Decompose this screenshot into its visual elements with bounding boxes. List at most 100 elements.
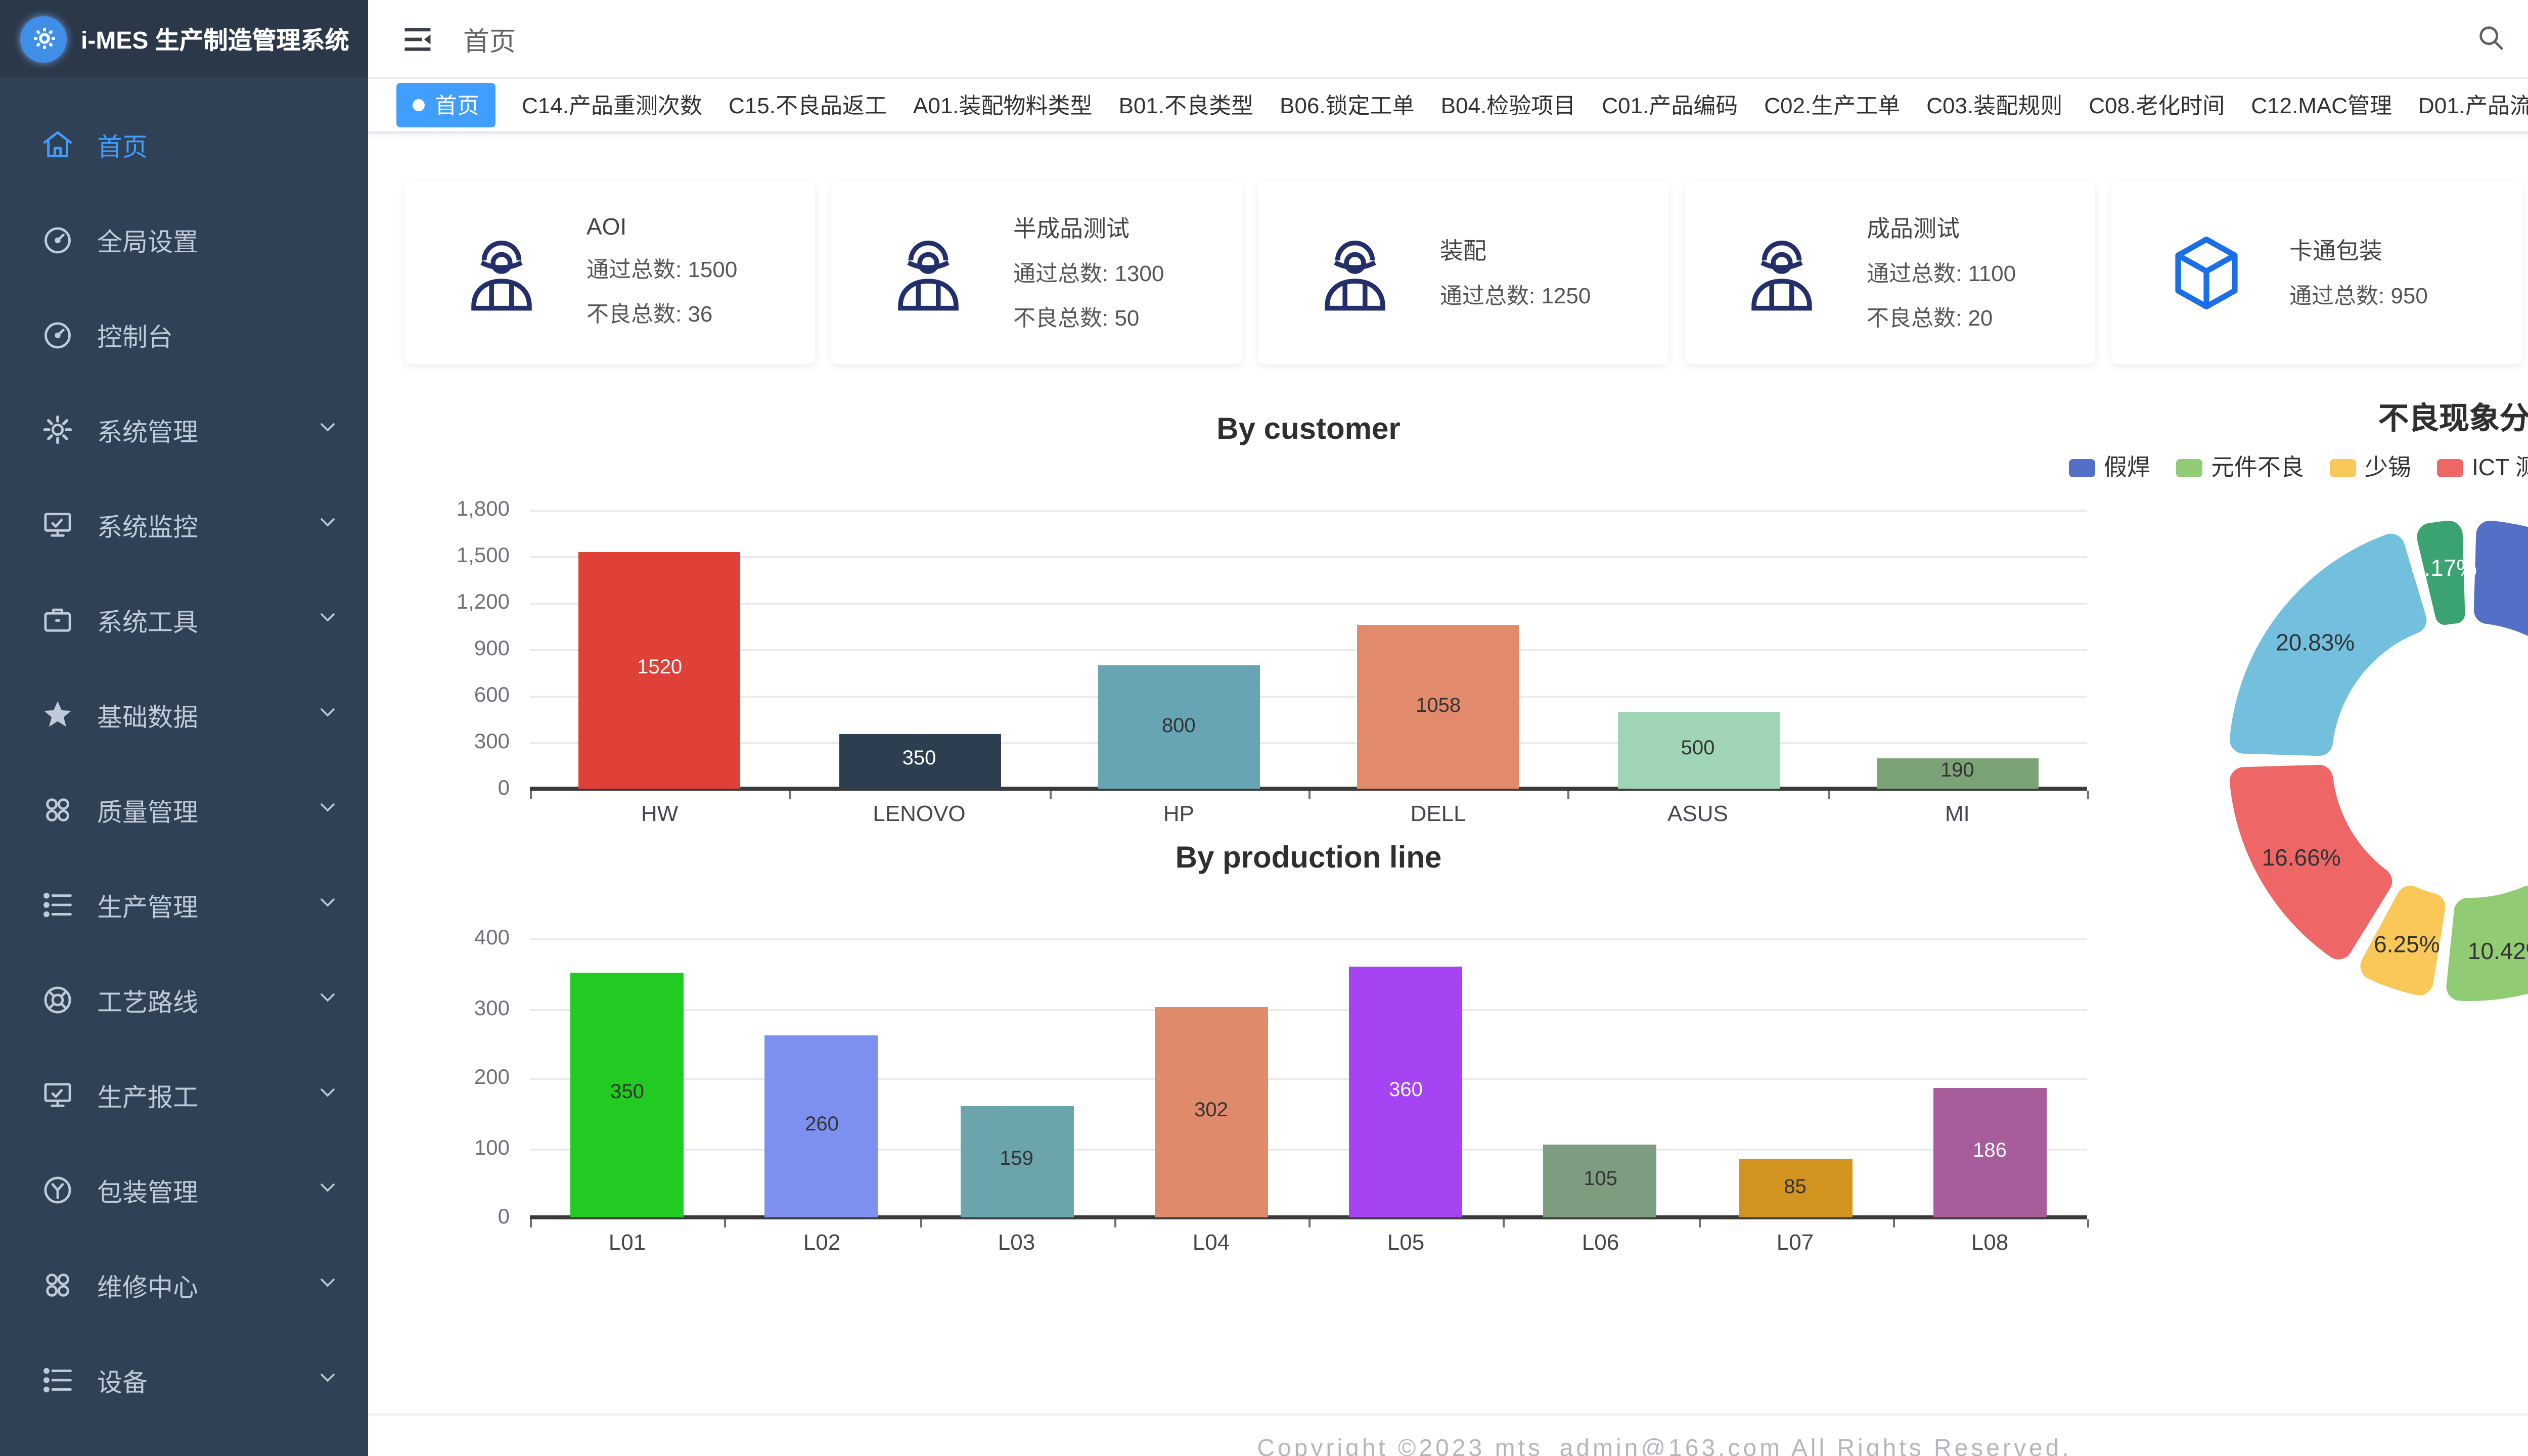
tab-1[interactable]: 首页: [396, 83, 495, 127]
tab-6[interactable]: B06.锁定工单: [1280, 89, 1415, 121]
axis-tick-label: 900: [474, 637, 510, 661]
gridline: [530, 510, 2087, 512]
sidebar: i-MES 生产制造管理系统 首页全局设置 控制台系统管理系统监控系统工具基础数据…: [0, 0, 368, 1456]
axis-tick: [1049, 791, 1051, 799]
chevron-down-icon: [315, 1365, 340, 1395]
axis-tick: [1568, 791, 1570, 799]
sidebar-item-10[interactable]: 工艺路线: [0, 952, 368, 1048]
tab-8[interactable]: C01.产品编码: [1602, 89, 1738, 121]
stat-card-title: AOI: [586, 216, 627, 241]
list-icon: [40, 888, 75, 922]
sidebar-item-9[interactable]: 生产管理: [0, 857, 368, 952]
home-icon: [40, 127, 75, 162]
tab-10[interactable]: C03.装配规则: [1926, 89, 2062, 121]
sidebar-item-label: 首页: [97, 133, 148, 162]
axis-tick-label: 200: [474, 1066, 510, 1090]
stats-row: AOI 通过总数: 1500 不良总数: 36 半成品测试 通过总数: 1300 不良总数…: [404, 182, 2528, 364]
bar-HP[interactable]: [1098, 664, 1260, 789]
legend-swatch: [2176, 458, 2203, 476]
legend-item-3[interactable]: 少锡: [2330, 451, 2411, 483]
legend-item-1[interactable]: 假焊: [2069, 451, 2150, 483]
stat-card-title: 卡通包装: [2289, 241, 2382, 265]
chart-title: By production line: [1175, 841, 1442, 876]
tab-label: B04.检验项目: [1440, 95, 1576, 119]
gridline: [530, 742, 2087, 744]
pie-slice-少锡[interactable]: [2360, 886, 2446, 995]
tab-13[interactable]: D01.产品流程: [2418, 89, 2528, 121]
sidebar-item-label: 包装管理: [97, 1179, 199, 1207]
sidebar-item-5[interactable]: 系统监控: [0, 477, 368, 572]
category-label: L03: [998, 1232, 1035, 1256]
gridline: [530, 696, 2087, 698]
sidebar-item-label: 系统管理: [97, 419, 199, 447]
circle-branch-icon: [40, 1173, 75, 1207]
axis-tick-label: 1,500: [456, 544, 510, 568]
axis-tick: [2087, 791, 2089, 799]
bar-value-label: 159: [1000, 1149, 1033, 1171]
chart-title: By customer: [1216, 413, 1401, 447]
tab-3[interactable]: C15.不良品返工: [729, 89, 887, 121]
tab-12[interactable]: C12.MAC管理: [2251, 89, 2392, 121]
sidebar-item-1[interactable]: 首页: [0, 97, 368, 192]
tab-label: C01.产品编码: [1602, 95, 1738, 119]
axis-tick: [789, 791, 792, 799]
bar-DELL[interactable]: [1357, 624, 1519, 789]
sidebar-item-11[interactable]: 生产报工: [0, 1048, 368, 1143]
bar-L07[interactable]: [1738, 1158, 1852, 1217]
tab-label: C02.生产工单: [1764, 95, 1901, 119]
axis-tick-label: 400: [474, 926, 510, 950]
bar-L08[interactable]: [1933, 1087, 2047, 1217]
bar-L01[interactable]: [570, 973, 684, 1217]
app-title: i-MES 生产制造管理系统: [81, 25, 349, 54]
worker-icon: [457, 229, 546, 317]
bar-value-label: 1058: [1416, 695, 1461, 718]
sidebar-item-3[interactable]: 控制台: [0, 287, 368, 382]
tab-11[interactable]: C08.老化时间: [2089, 89, 2225, 121]
sidebar-item-13[interactable]: 维修中心: [0, 1238, 368, 1333]
sidebar-item-15[interactable]: 物料追溯: [0, 1428, 368, 1456]
tab-9[interactable]: C02.生产工单: [1764, 89, 1900, 121]
tab-2[interactable]: C14.产品重测次数: [522, 89, 702, 121]
tab-label: C14.产品重测次数: [522, 95, 702, 119]
bar-L03[interactable]: [960, 1106, 1073, 1217]
sidebar-item-7[interactable]: 基础数据: [0, 667, 368, 762]
hamburger-icon[interactable]: [400, 21, 435, 56]
legend-item-2[interactable]: 元件不良: [2176, 451, 2304, 483]
legend-item-4[interactable]: ICT 测试不良: [2437, 451, 2528, 483]
breadcrumb[interactable]: 首页: [463, 25, 516, 56]
bar-value-label: 190: [1940, 761, 1974, 784]
gridline: [530, 603, 2087, 605]
sidebar-item-6[interactable]: 系统工具: [0, 572, 368, 667]
bar-value-label: 260: [805, 1115, 839, 1138]
search-icon[interactable]: [2476, 22, 2509, 55]
tab-4[interactable]: A01.装配物料类型: [913, 89, 1093, 121]
legend-label: 元件不良: [2210, 457, 2304, 481]
pie-slice-假焊[interactable]: [2473, 520, 2528, 960]
bar-L02[interactable]: [765, 1036, 879, 1217]
bar-ASUS[interactable]: [1617, 711, 1779, 789]
gridline: [530, 556, 2087, 558]
pie-slice-元件不良[interactable]: [2446, 886, 2528, 1001]
stat-card-line: 不良总数: 50: [1013, 307, 1140, 332]
sidebar-item-14[interactable]: 设备: [0, 1333, 368, 1428]
sidebar-item-4[interactable]: 系统管理: [0, 382, 368, 477]
sidebar-item-8[interactable]: 质量管理: [0, 762, 368, 857]
gridline: [530, 938, 2087, 940]
sidebar-item-label: 质量管理: [97, 799, 199, 827]
bar-MI[interactable]: [1876, 759, 2039, 789]
sidebar-item-label: 系统工具: [97, 609, 199, 637]
bar-L06[interactable]: [1544, 1144, 1657, 1217]
bar-L04[interactable]: [1154, 1007, 1268, 1217]
tab-5[interactable]: B01.不良类型: [1119, 89, 1254, 121]
sidebar-item-2[interactable]: 全局设置: [0, 192, 368, 287]
pie-slice-ICT 测试不良[interactable]: [2229, 764, 2392, 960]
bar-LENOVO[interactable]: [838, 734, 1000, 789]
pie-slice-按键失灵[interactable]: [2417, 520, 2465, 625]
tab-7[interactable]: B04.检验项目: [1441, 89, 1576, 121]
bar-HW[interactable]: [578, 553, 741, 789]
bar-L05[interactable]: [1349, 966, 1463, 1217]
sidebar-item-12[interactable]: 包装管理: [0, 1143, 368, 1238]
pie-slice-短路[interactable]: [2229, 533, 2427, 756]
category-label: L04: [1192, 1232, 1230, 1256]
stat-card-line: 通过总数: 950: [2289, 285, 2428, 309]
